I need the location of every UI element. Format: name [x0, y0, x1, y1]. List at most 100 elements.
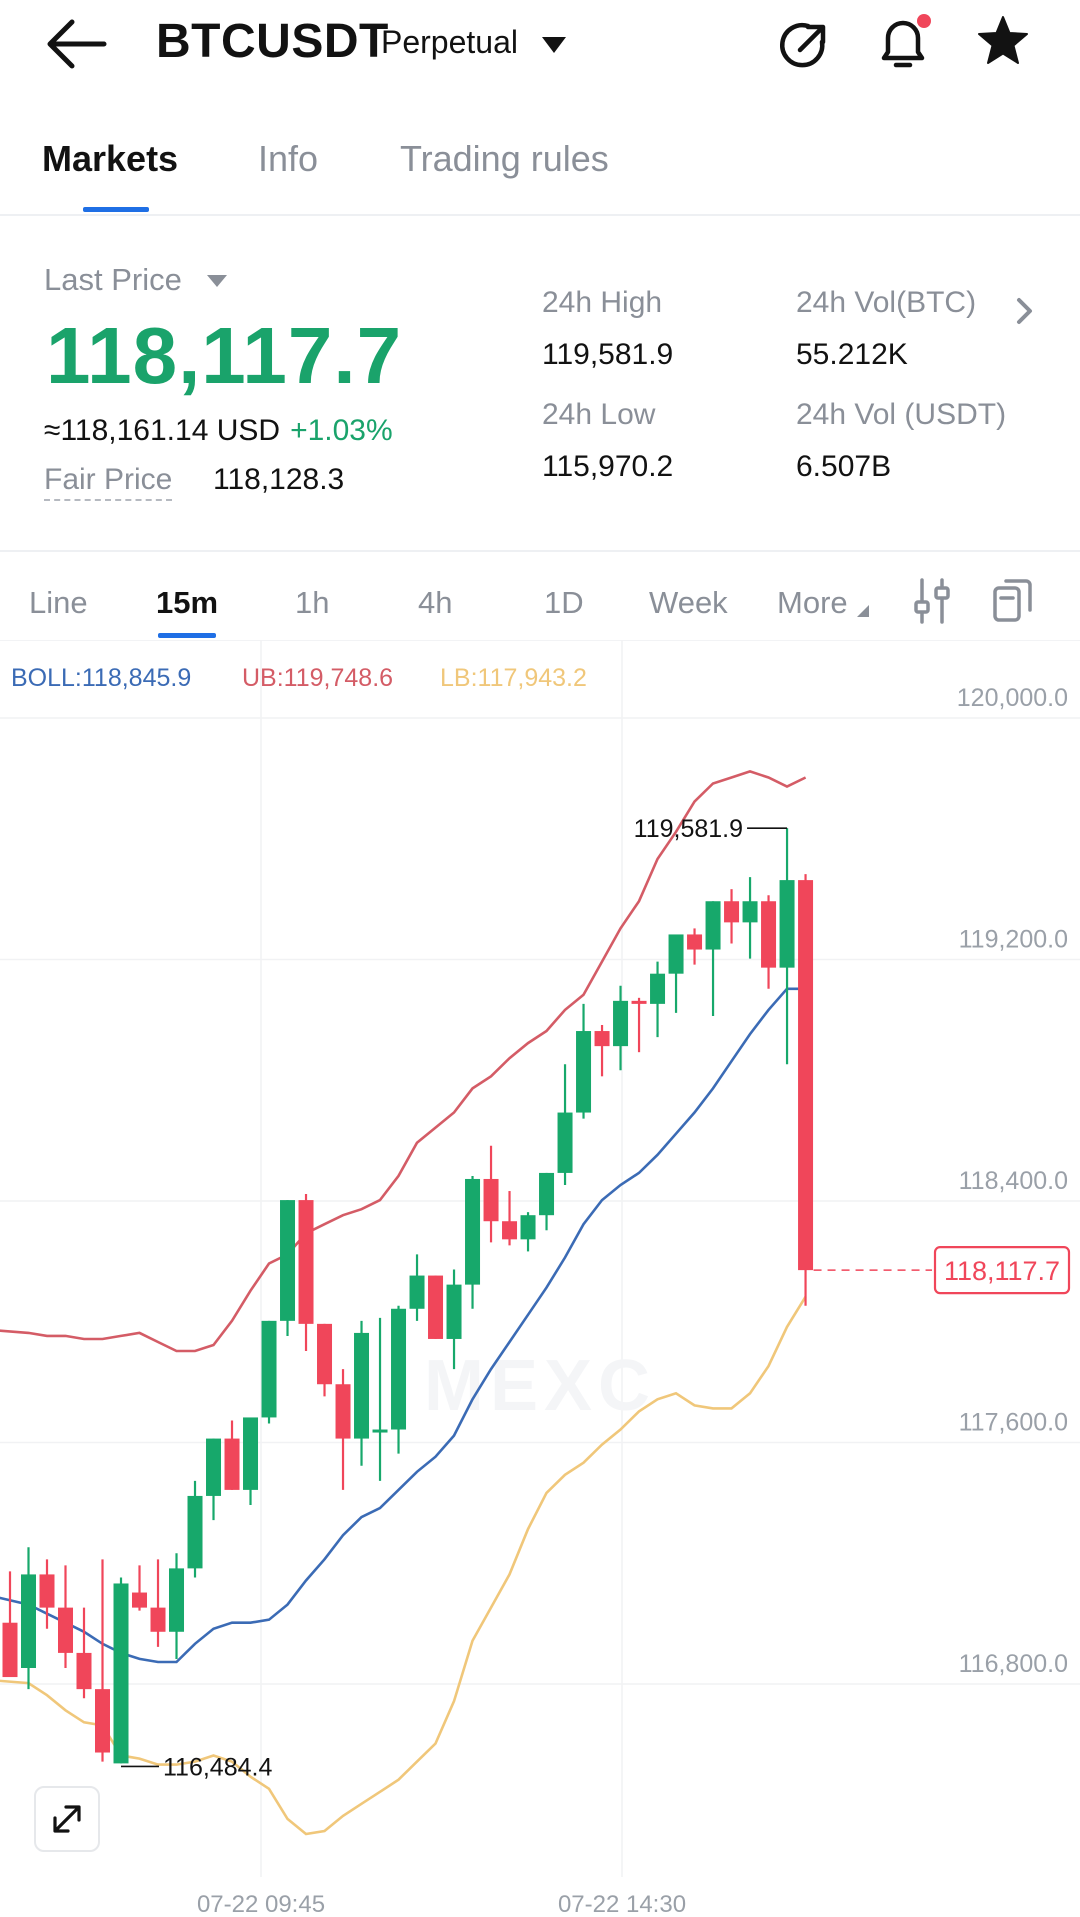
interval-4h[interactable]: 4h — [418, 585, 453, 620]
candle-body — [298, 1200, 314, 1324]
fullscreen-button[interactable] — [34, 1786, 100, 1852]
copy-layout-icon[interactable] — [992, 576, 1034, 624]
high-24h-value: 119,581.9 — [542, 338, 674, 371]
interval-1h[interactable]: 1h — [295, 585, 330, 620]
candle-body — [206, 1438, 222, 1496]
candle-body — [224, 1438, 240, 1490]
candle-body — [39, 1574, 55, 1608]
candle — [21, 1547, 37, 1690]
divider — [0, 214, 1080, 216]
candle-body — [631, 1000, 647, 1004]
chart-watermark: MEXC — [424, 1346, 656, 1426]
y-tick-label: 116,800.0 — [959, 1650, 1068, 1678]
candle-body — [150, 1607, 166, 1632]
y-tick-label: 119,200.0 — [959, 926, 1068, 954]
candle-body — [761, 901, 777, 968]
vol-usdt-value: 6.507B — [796, 450, 892, 483]
candle — [372, 1317, 388, 1481]
candle — [354, 1320, 370, 1466]
candle-body — [650, 973, 666, 1004]
star-icon[interactable] — [976, 14, 1030, 68]
tab-info[interactable]: Info — [258, 138, 319, 179]
usd-approx-value: ≈118,161.14 USD — [44, 414, 281, 447]
low-marker-label: 116,484.4 — [163, 1753, 272, 1781]
candlestick-chart[interactable]: MEXC 119,581.9 116,484.4 118,117.7 120,000… — [0, 640, 1080, 1917]
bell-icon[interactable] — [874, 14, 932, 72]
candle-body — [557, 1112, 573, 1173]
interval-line[interactable]: Line — [29, 585, 88, 620]
tab-trading-rules[interactable]: Trading rules — [400, 138, 609, 179]
candle — [594, 1025, 610, 1077]
candle — [409, 1254, 425, 1321]
high-marker-label: 119,581.9 — [634, 815, 743, 843]
price-change-percent: +1.03% — [290, 414, 393, 447]
x-tick-label: 07-22 14:30 — [558, 1891, 686, 1917]
upper-band-value: UB:119,748.6 — [242, 664, 394, 692]
fair-price-value: 118,128.3 — [213, 463, 345, 496]
candle-body — [354, 1332, 370, 1439]
candle-body — [576, 1031, 592, 1113]
candle — [150, 1559, 166, 1647]
interval-15m[interactable]: 15m — [156, 585, 219, 620]
caret-down-icon[interactable] — [206, 274, 228, 288]
symbol-title[interactable]: BTCUSDT — [156, 15, 389, 68]
candle — [761, 895, 777, 989]
notification-dot — [917, 14, 931, 28]
candle — [391, 1305, 407, 1454]
interval-more[interactable]: More — [777, 585, 848, 620]
candle-body — [391, 1308, 407, 1430]
candle-body — [465, 1178, 481, 1285]
candle — [705, 901, 721, 1016]
candle — [502, 1191, 518, 1246]
last-price-selector[interactable]: Last Price — [44, 262, 182, 297]
candle-body — [372, 1429, 388, 1433]
candle — [132, 1565, 148, 1611]
fair-price-label[interactable]: Fair Price — [44, 463, 173, 501]
candle — [206, 1438, 222, 1521]
active-tab-indicator — [83, 207, 149, 212]
candle — [428, 1275, 444, 1339]
candle-body — [317, 1323, 333, 1385]
candle-body — [132, 1592, 148, 1608]
y-tick-label: 118,400.0 — [959, 1167, 1068, 1195]
contract-type[interactable]: Perpetual — [381, 24, 518, 60]
candle-body — [428, 1275, 444, 1339]
candle — [520, 1212, 536, 1252]
candle-body — [613, 1000, 629, 1047]
vol-usdt-label: 24h Vol (USDT) — [796, 398, 1007, 431]
candle — [280, 1200, 296, 1336]
expand-icon — [53, 1805, 81, 1833]
candle — [742, 877, 758, 959]
candle — [169, 1553, 185, 1659]
vol-btc-label: 24h Vol(BTC) — [796, 286, 977, 319]
candle — [76, 1607, 92, 1699]
interval-week[interactable]: Week — [649, 585, 728, 620]
candle-body — [798, 880, 814, 1271]
current-price-tag-label: 118,117.7 — [944, 1256, 1060, 1286]
low-24h-value: 115,970.2 — [542, 450, 674, 483]
share-icon[interactable] — [778, 18, 832, 72]
tab-markets[interactable]: Markets — [42, 138, 179, 179]
chevron-right-icon[interactable] — [1014, 296, 1036, 326]
candle-body — [335, 1384, 351, 1439]
current-price-tag — [933, 1246, 1071, 1295]
candle-body — [779, 880, 795, 968]
candle — [557, 1064, 573, 1185]
indicator-settings-icon[interactable] — [912, 578, 952, 624]
candle-body — [446, 1284, 462, 1339]
candle-body — [95, 1689, 111, 1753]
candle — [779, 828, 795, 1065]
caret-down-icon[interactable] — [540, 34, 568, 56]
interval-1d[interactable]: 1D — [544, 585, 584, 620]
low-24h-label: 24h Low — [542, 398, 656, 431]
candle — [465, 1175, 481, 1309]
chart-annotations: 119,581.9 116,484.4 118,117.7 — [121, 815, 1071, 1781]
candle-body — [687, 934, 703, 950]
candle-body — [520, 1215, 536, 1240]
back-arrow-icon[interactable] — [44, 16, 110, 72]
more-caret-icon[interactable] — [856, 604, 870, 618]
candle-body — [742, 901, 758, 923]
candle-body — [58, 1607, 74, 1653]
candle — [58, 1565, 74, 1668]
candle-body — [668, 934, 684, 974]
